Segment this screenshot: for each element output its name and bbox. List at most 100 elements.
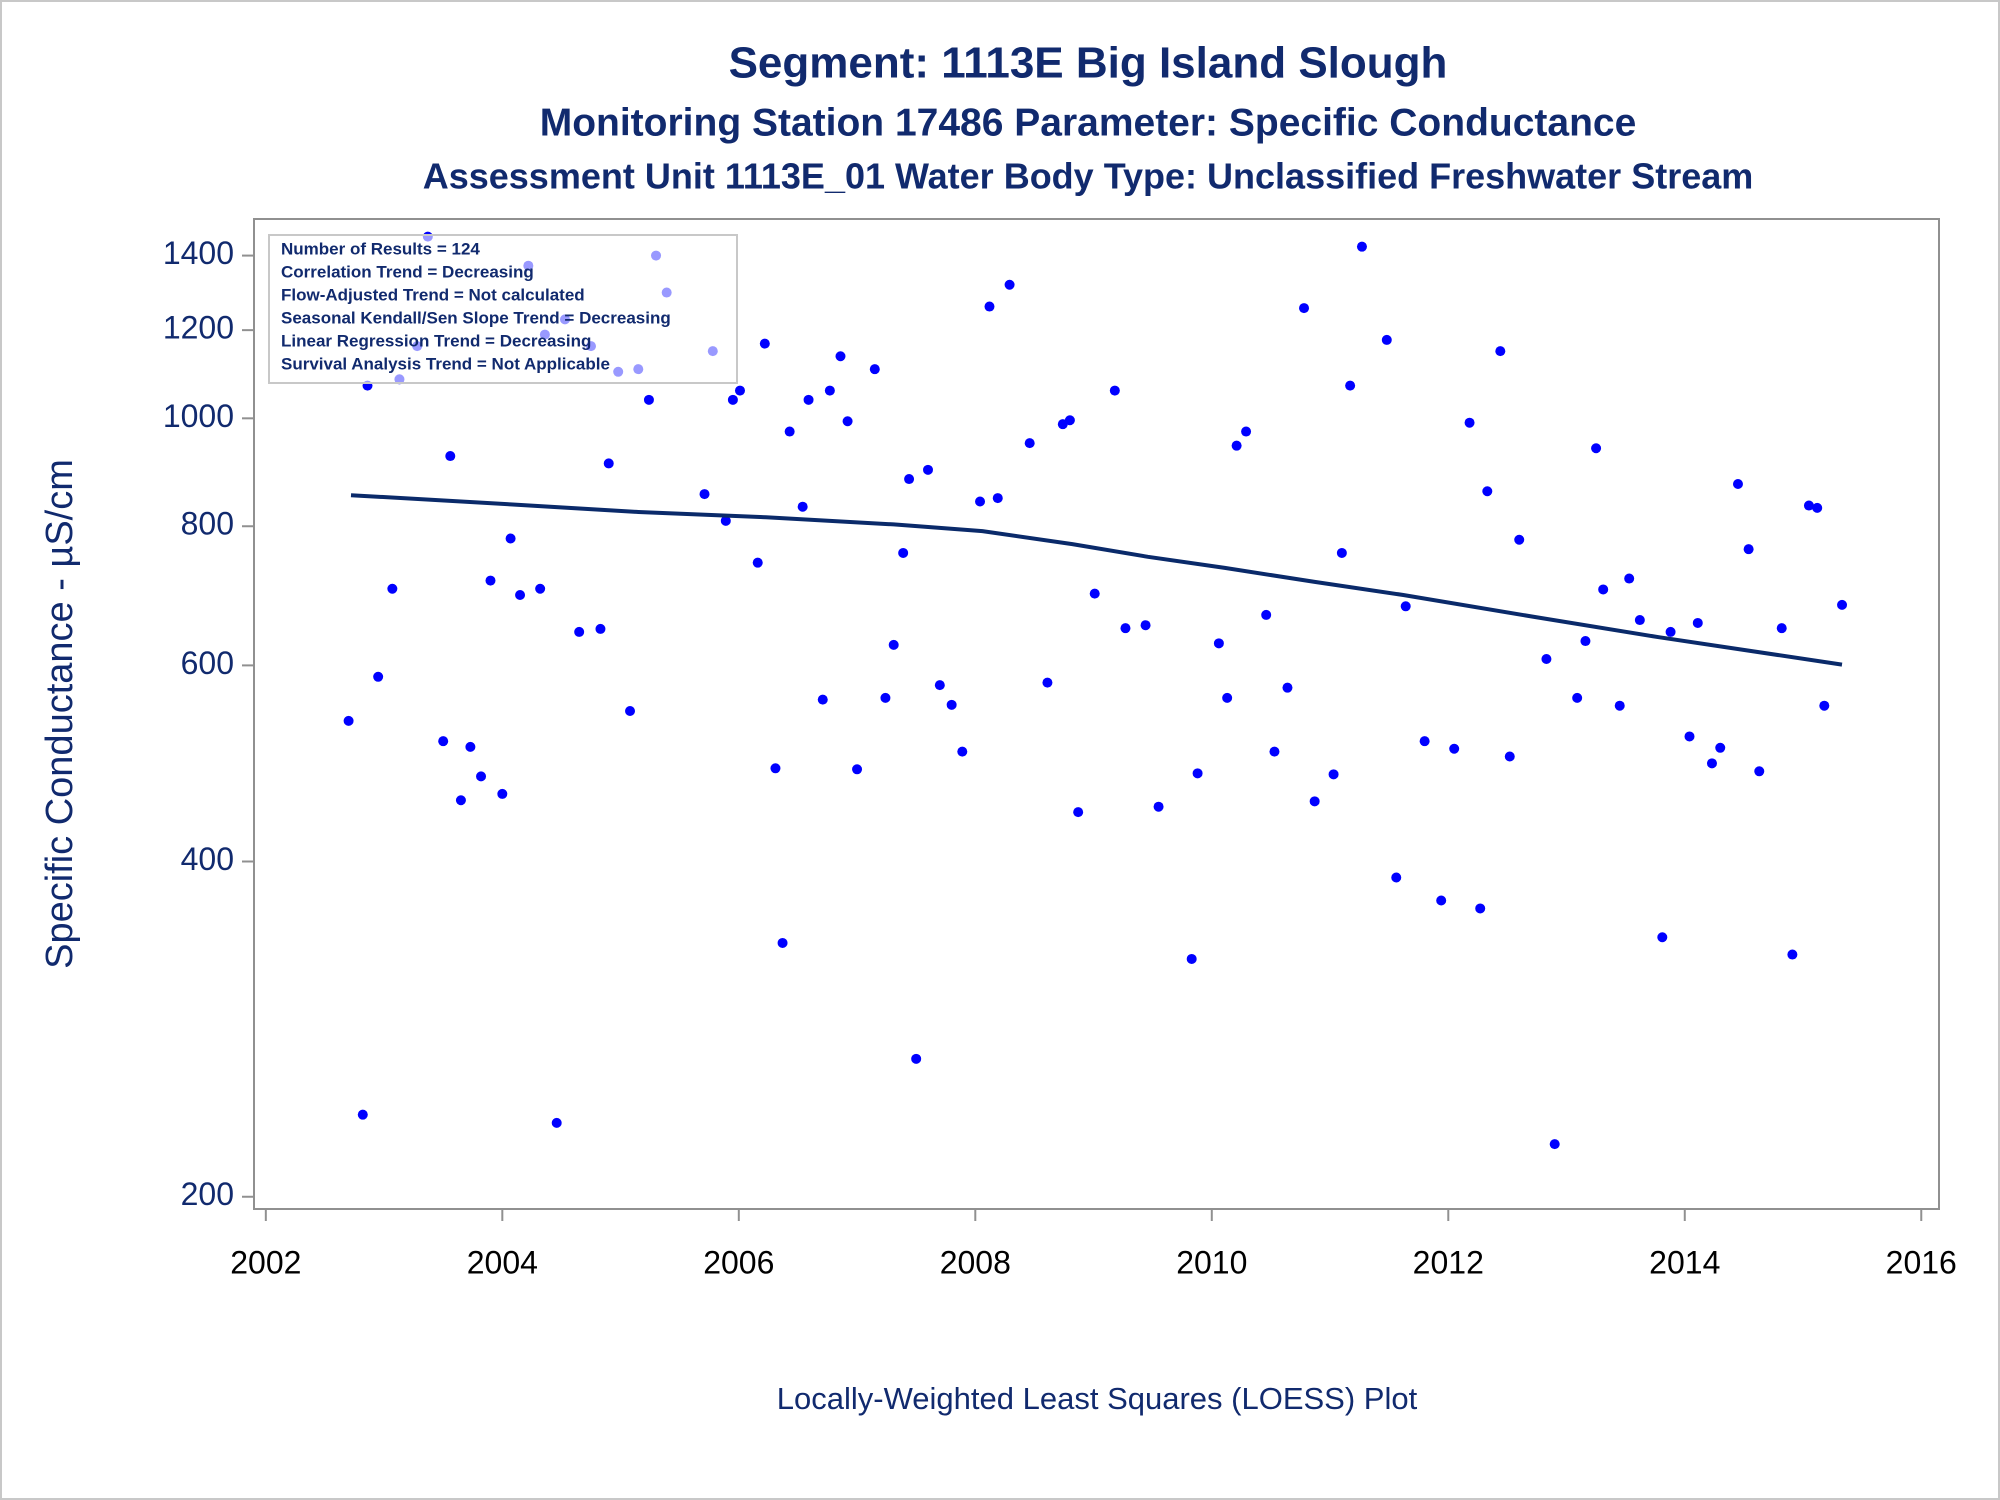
- data-point: [1120, 623, 1131, 634]
- data-point: [497, 788, 508, 799]
- data-point: [515, 589, 526, 600]
- data-point: [438, 736, 449, 747]
- info-text: Linear Regression Trend = Decreasing: [281, 331, 591, 350]
- data-point: [777, 937, 788, 948]
- data-point: [595, 623, 606, 634]
- data-point: [1591, 443, 1602, 454]
- data-point: [1572, 692, 1583, 703]
- y-tick-label: 400: [181, 841, 234, 877]
- data-point: [1186, 953, 1197, 964]
- chart-subtitle: Monitoring Station 17486 Parameter: Spec…: [540, 101, 1637, 144]
- data-point: [1803, 500, 1814, 511]
- x-tick-label: 2010: [1176, 1244, 1247, 1280]
- data-point: [625, 706, 636, 717]
- info-text: Flow-Adjusted Trend = Not calculated: [281, 285, 585, 304]
- data-point: [869, 364, 880, 375]
- data-point: [1299, 303, 1310, 314]
- data-point: [1743, 544, 1754, 555]
- y-tick-label: 1400: [163, 235, 234, 271]
- data-point: [1436, 895, 1447, 906]
- data-point: [720, 515, 731, 526]
- info-text: Survival Analysis Trend = Not Applicable: [281, 354, 610, 373]
- data-point: [485, 575, 496, 586]
- data-point: [699, 489, 710, 500]
- data-point: [898, 547, 909, 558]
- data-point: [387, 583, 398, 594]
- data-point: [934, 680, 945, 691]
- data-point: [1837, 599, 1848, 610]
- data-point: [784, 426, 795, 437]
- data-point: [1812, 502, 1823, 513]
- data-point: [1309, 796, 1320, 807]
- y-tick-label: 600: [181, 645, 234, 681]
- data-point: [574, 626, 585, 637]
- data-point: [1109, 385, 1120, 396]
- data-point: [603, 458, 614, 469]
- data-point: [1482, 486, 1493, 497]
- data-point: [1073, 807, 1084, 818]
- data-point: [445, 451, 456, 462]
- data-point: [455, 795, 466, 806]
- data-point: [946, 699, 957, 710]
- data-point: [1269, 746, 1280, 757]
- y-tick-label: 1200: [163, 310, 234, 346]
- y-tick-label: 1000: [163, 398, 234, 434]
- data-point: [923, 464, 933, 475]
- chart-subtitle: Assessment Unit 1113E_01 Water Body Type…: [423, 156, 1754, 197]
- data-point: [1192, 768, 1203, 779]
- data-point: [1657, 932, 1668, 943]
- data-point: [1004, 279, 1015, 290]
- data-point: [1475, 903, 1486, 914]
- data-point: [1692, 617, 1703, 628]
- data-point: [904, 474, 915, 485]
- data-point: [1400, 601, 1411, 612]
- data-point: [1598, 584, 1609, 595]
- data-point: [759, 338, 770, 349]
- info-box: [268, 234, 738, 384]
- data-point: [817, 694, 828, 705]
- data-point: [1819, 700, 1830, 711]
- data-point: [535, 583, 546, 594]
- data-point: [770, 763, 781, 774]
- data-point: [1787, 949, 1798, 960]
- footnote: Locally-Weighted Least Squares (LOESS) P…: [777, 1381, 1418, 1416]
- x-tick-label: 2002: [230, 1244, 301, 1280]
- data-point: [803, 394, 814, 405]
- data-point: [992, 493, 1003, 504]
- data-point: [1064, 415, 1075, 426]
- data-point: [505, 533, 516, 544]
- data-point: [1419, 736, 1430, 747]
- chart-title: Segment: 1113E Big Island Slough: [729, 39, 1448, 88]
- data-point: [1140, 620, 1151, 631]
- data-point: [1345, 380, 1356, 391]
- y-axis-label: Specific Conductance - µS/cm: [39, 459, 81, 969]
- data-point: [888, 639, 899, 650]
- data-point: [852, 764, 863, 775]
- loess-line: [350, 493, 1843, 667]
- data-point: [1231, 440, 1242, 451]
- data-point: [1153, 801, 1164, 812]
- data-point: [1776, 623, 1787, 634]
- data-point: [1634, 615, 1645, 626]
- data-point: [1381, 334, 1392, 345]
- data-point: [1549, 1139, 1560, 1150]
- data-point: [835, 351, 846, 362]
- x-tick-label: 2014: [1649, 1244, 1720, 1280]
- data-point: [1715, 742, 1726, 753]
- data-point: [1624, 573, 1635, 584]
- data-point: [1495, 346, 1506, 357]
- x-tick-label: 2016: [1886, 1244, 1957, 1280]
- info-text: Correlation Trend = Decreasing: [281, 262, 534, 281]
- data-point: [1356, 241, 1367, 252]
- data-point: [1241, 426, 1252, 437]
- info-text: Seasonal Kendall/Sen Slope Trend = Decre…: [281, 308, 671, 327]
- data-point: [1504, 751, 1515, 762]
- data-point: [1328, 769, 1339, 780]
- data-point: [1336, 547, 1347, 558]
- data-point: [1684, 731, 1695, 742]
- data-point: [1261, 609, 1272, 620]
- y-tick-label: 800: [181, 506, 234, 542]
- data-point: [734, 385, 745, 396]
